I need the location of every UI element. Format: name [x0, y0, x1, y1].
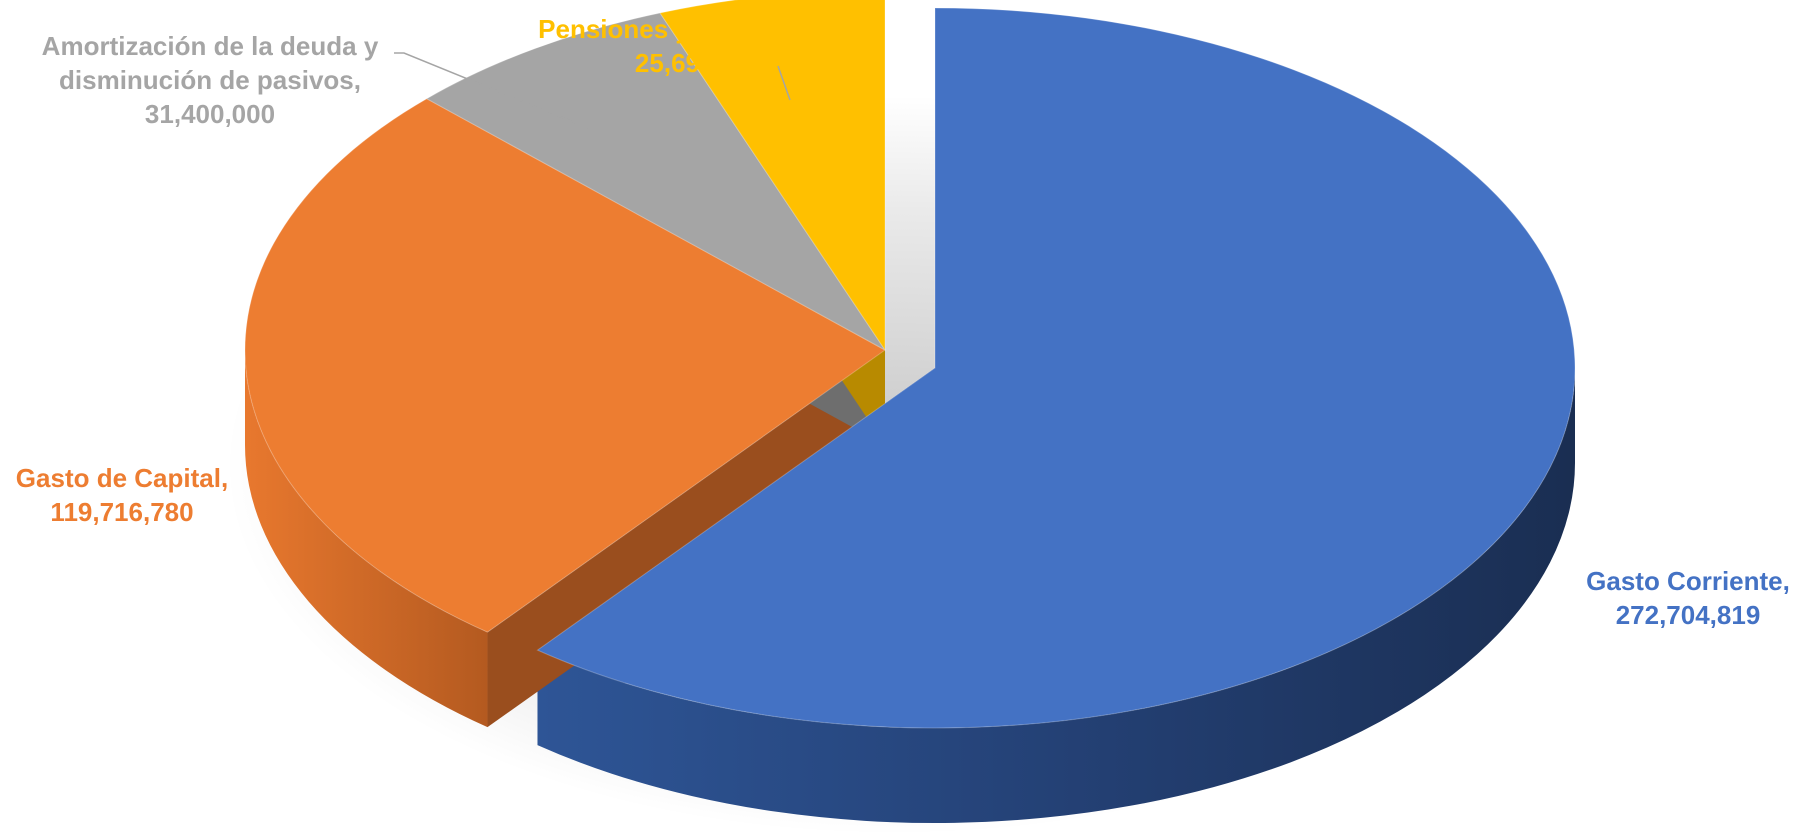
data-label-3: Pensiones y Jubilaciones, 25,696,536 [538, 14, 862, 78]
data-label-0: Gasto Corriente, 272,704,819 [1586, 566, 1790, 630]
data-label-2-line-2: 31,400,000 [145, 99, 275, 129]
slice-gasto-de-capital [244, 98, 886, 633]
data-label-2-line-0: Amortización de la deuda y [42, 31, 379, 61]
data-label-2: Amortización de la deuda y disminución de… [42, 31, 379, 129]
slice-side-gasto-corriente [537, 368, 1576, 823]
leader-line-1 [777, 65, 791, 101]
data-label-0-line-0: Gasto Corriente, [1586, 566, 1790, 596]
slice-side-gasto-de-capital [245, 350, 488, 728]
data-labels: Gasto Corriente, 272,704,819 Gasto de Capi… [16, 14, 1790, 630]
slice-pensiones-y-jubilaciones [659, 0, 886, 352]
pie-tops [244, 0, 1576, 729]
data-label-1-line-0: Gasto de Capital, [16, 463, 228, 493]
data-label-0-line-1: 272,704,819 [1616, 600, 1761, 630]
data-label-1-line-1: 119,716,780 [50, 497, 193, 527]
data-label-2-line-1: disminución de pasivos, [59, 65, 361, 95]
data-label-3-line-0: Pensiones y Jubilaciones, [538, 14, 862, 44]
slice-amortizaci-n-de-la-deuda-y-disminuci-n-de-pasivos [425, 12, 886, 351]
data-label-3-line-1: 25,696,536 [635, 48, 765, 78]
leader-line-0 [394, 52, 589, 129]
data-label-1: Gasto de Capital, 119,716,780 [16, 463, 228, 527]
leader-lines [394, 52, 791, 129]
slice-gasto-corriente [536, 7, 1576, 729]
